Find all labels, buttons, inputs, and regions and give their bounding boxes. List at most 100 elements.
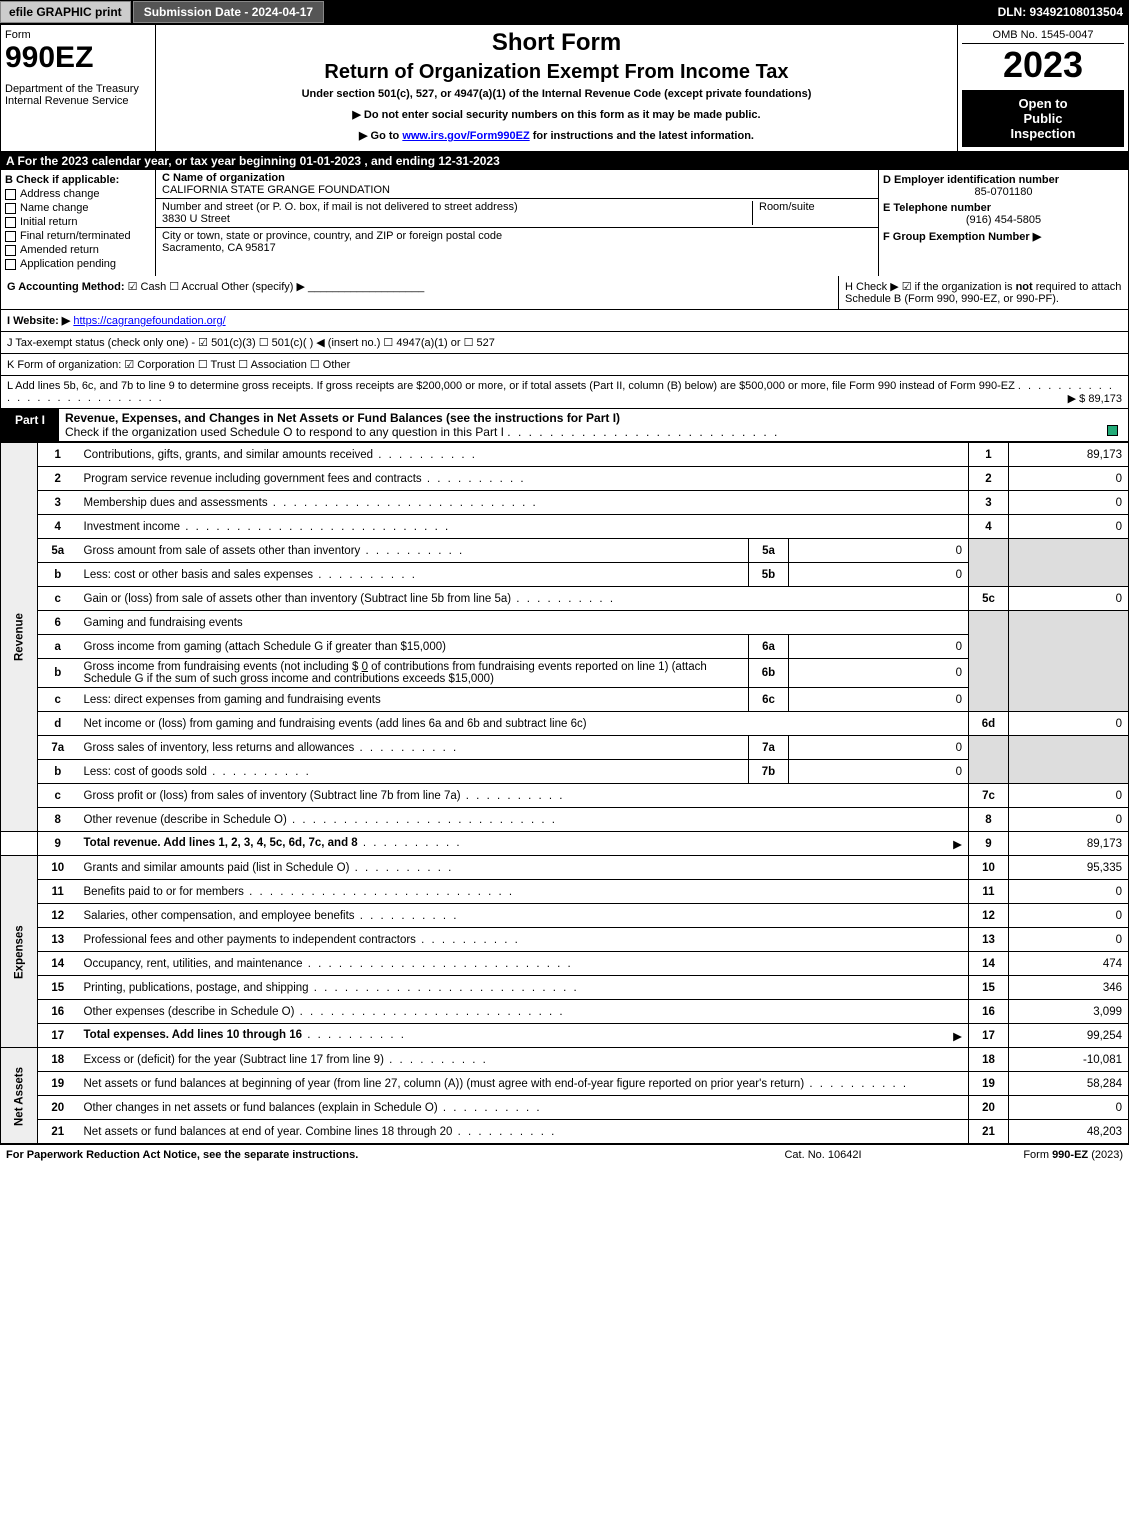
l19-num: 19 [38, 1072, 78, 1096]
l1-num: 1 [38, 443, 78, 467]
l5c-val: 0 [1009, 587, 1129, 611]
part1-check-text: Check if the organization used Schedule … [65, 425, 504, 439]
l9-val: 89,173 [1009, 832, 1129, 856]
part1-title: Revenue, Expenses, and Changes in Net As… [65, 411, 620, 425]
form-header: Form 990EZ Department of the Treasury In… [0, 24, 1129, 152]
lines-table: Revenue 1 Contributions, gifts, grants, … [0, 442, 1129, 1144]
l17-desc: Total expenses. Add lines 10 through 16 [84, 1029, 303, 1041]
l6c-num: c [38, 688, 78, 712]
l6a-num: a [38, 635, 78, 659]
label-final-return: Final return/terminated [20, 230, 131, 242]
box-h: H Check ▶ ☑ if the organization is not r… [838, 276, 1128, 309]
l17-arrow: ▶ [953, 1029, 962, 1043]
topbar: efile GRAPHIC print Submission Date - 20… [0, 0, 1129, 24]
l6b-sv: 0 [789, 659, 969, 688]
l1-ref: 1 [969, 443, 1009, 467]
l12-desc: Salaries, other compensation, and employ… [84, 910, 355, 922]
tax-year: 2023 [962, 44, 1124, 86]
l7b-num: b [38, 760, 78, 784]
part1-header-wrap: Part I Revenue, Expenses, and Changes in… [0, 409, 1129, 442]
l7-grey-ref [969, 736, 1009, 784]
checkbox-address-change[interactable] [5, 189, 16, 200]
c-name-label: C Name of organization [162, 172, 285, 184]
label-address-change: Address change [20, 188, 100, 200]
checkbox-application-pending[interactable] [5, 259, 16, 270]
submission-date: Submission Date - 2024-04-17 [133, 1, 324, 23]
l7a-num: 7a [38, 736, 78, 760]
l20-ref: 20 [969, 1096, 1009, 1120]
l17-ref: 17 [969, 1024, 1009, 1048]
l12-num: 12 [38, 904, 78, 928]
f-label: F Group Exemption Number ▶ [883, 230, 1124, 243]
l6c-desc: Less: direct expenses from gaming and fu… [78, 688, 749, 712]
l4-val: 0 [1009, 515, 1129, 539]
h-not: not [1016, 281, 1033, 293]
l4-ref: 4 [969, 515, 1009, 539]
l21-ref: 21 [969, 1120, 1009, 1144]
l20-num: 20 [38, 1096, 78, 1120]
l16-ref: 16 [969, 1000, 1009, 1024]
main-title: Return of Organization Exempt From Incom… [164, 61, 949, 84]
box-j: J Tax-exempt status (check only one) - ☑… [0, 332, 1129, 354]
l13-desc: Professional fees and other payments to … [84, 934, 416, 946]
l18-val: -10,081 [1009, 1048, 1129, 1072]
l2-val: 0 [1009, 467, 1129, 491]
efile-print-button[interactable]: efile GRAPHIC print [0, 1, 131, 23]
checkbox-name-change[interactable] [5, 203, 16, 214]
l7b-desc: Less: cost of goods sold [84, 766, 207, 778]
l6d-val: 0 [1009, 712, 1129, 736]
l12-val: 0 [1009, 904, 1129, 928]
l13-ref: 13 [969, 928, 1009, 952]
part1-dots [507, 425, 779, 439]
l3-desc: Membership dues and assessments [84, 497, 268, 509]
checkbox-initial-return[interactable] [5, 217, 16, 228]
open-to-public: Open to Public Inspection [962, 90, 1124, 147]
l6c-sr: 6c [749, 688, 789, 712]
l18-ref: 18 [969, 1048, 1009, 1072]
l13-num: 13 [38, 928, 78, 952]
l6b-sr: 6b [749, 659, 789, 688]
ssn-warning: ▶ Do not enter social security numbers o… [164, 108, 949, 121]
l16-desc: Other expenses (describe in Schedule O) [84, 1006, 295, 1018]
l5a-sv: 0 [789, 539, 969, 563]
l19-ref: 19 [969, 1072, 1009, 1096]
org-city: Sacramento, CA 95817 [162, 242, 276, 254]
l7c-ref: 7c [969, 784, 1009, 808]
l17-val: 99,254 [1009, 1024, 1129, 1048]
l-text: L Add lines 5b, 6c, and 7b to line 9 to … [7, 380, 1015, 392]
l5a-sr: 5a [749, 539, 789, 563]
checkbox-amended-return[interactable] [5, 245, 16, 256]
l14-num: 14 [38, 952, 78, 976]
l9-arrow: ▶ [953, 837, 962, 851]
l14-val: 474 [1009, 952, 1129, 976]
l7c-desc: Gross profit or (loss) from sales of inv… [84, 790, 461, 802]
l16-num: 16 [38, 1000, 78, 1024]
l11-ref: 11 [969, 880, 1009, 904]
l18-num: 18 [38, 1048, 78, 1072]
l9-num: 9 [38, 832, 78, 856]
l6a-sr: 6a [749, 635, 789, 659]
l5a-num: 5a [38, 539, 78, 563]
l6b-desc: Gross income from fundraising events (no… [84, 661, 362, 673]
org-name: CALIFORNIA STATE GRANGE FOUNDATION [162, 184, 390, 196]
side-revenue: Revenue [1, 443, 38, 832]
i-label: I Website: ▶ [7, 315, 70, 327]
g-options: ☑ Cash ☐ Accrual Other (specify) ▶ [128, 281, 305, 293]
l6c-sv: 0 [789, 688, 969, 712]
side-expenses: Expenses [1, 856, 38, 1048]
l21-num: 21 [38, 1120, 78, 1144]
irs-link[interactable]: www.irs.gov/Form990EZ [402, 130, 529, 142]
header-left: Form 990EZ Department of the Treasury In… [1, 25, 156, 151]
box-b-checklist: Address change Name change Initial retur… [5, 188, 151, 270]
l9-desc: Total revenue. Add lines 1, 2, 3, 4, 5c,… [84, 837, 358, 849]
l19-val: 58,284 [1009, 1072, 1129, 1096]
g-label: G Accounting Method: [7, 281, 125, 293]
website-link[interactable]: https://cagrangefoundation.org/ [73, 315, 225, 327]
part1-checkbox[interactable] [1107, 425, 1118, 436]
label-amended-return: Amended return [20, 244, 99, 256]
box-k: K Form of organization: ☑ Corporation ☐ … [0, 354, 1129, 376]
l7a-desc: Gross sales of inventory, less returns a… [84, 742, 355, 754]
label-name-change: Name change [20, 202, 89, 214]
form-label: Form [5, 29, 151, 41]
checkbox-final-return[interactable] [5, 231, 16, 242]
